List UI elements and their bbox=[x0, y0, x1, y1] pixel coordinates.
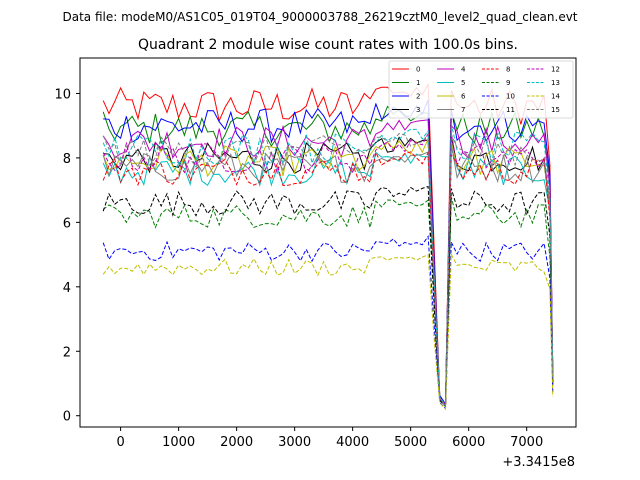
y-tick-label: 0 bbox=[63, 410, 71, 425]
legend-label-5: 5 bbox=[461, 79, 465, 87]
series-line-6 bbox=[102, 138, 554, 409]
legend-label-14: 14 bbox=[551, 93, 560, 101]
y-tick-label: 2 bbox=[63, 345, 71, 360]
x-tick-label: 6000 bbox=[452, 435, 485, 450]
x-tick-label: 5000 bbox=[394, 435, 427, 450]
x-tick-label: 0 bbox=[116, 435, 124, 450]
plot-frame bbox=[79, 57, 577, 428]
legend-label-7: 7 bbox=[461, 106, 465, 114]
legend-label-9: 9 bbox=[506, 79, 510, 87]
x-tick-label: 1000 bbox=[162, 435, 195, 450]
legend-label-10: 10 bbox=[506, 93, 515, 101]
x-tick-label: 2000 bbox=[220, 435, 253, 450]
legend-label-12: 12 bbox=[551, 66, 560, 74]
legend-label-0: 0 bbox=[416, 66, 420, 74]
legend-label-11: 11 bbox=[506, 106, 515, 114]
y-tick-label: 6 bbox=[63, 216, 71, 231]
series-line-13 bbox=[102, 123, 554, 408]
x-tick-label: 4000 bbox=[336, 435, 369, 450]
legend-label-1: 1 bbox=[416, 79, 420, 87]
x-tick-label: 7000 bbox=[510, 435, 543, 450]
x-offset-label: +3.3415e8 bbox=[502, 455, 575, 470]
x-axis-ticks: 0 1000 2000 3000 4000 5000 6000 7000 bbox=[116, 427, 543, 450]
series-line-9 bbox=[102, 196, 554, 408]
series-line-8 bbox=[102, 150, 554, 406]
series-lines bbox=[102, 82, 554, 411]
legend-label-6: 6 bbox=[461, 93, 466, 101]
series-line-10 bbox=[102, 234, 554, 410]
y-axis-ticks: 0 2 4 6 8 10 bbox=[54, 87, 80, 425]
x-tick-label: 3000 bbox=[278, 435, 311, 450]
y-tick-label: 10 bbox=[54, 87, 71, 102]
y-tick-label: 4 bbox=[63, 281, 71, 296]
y-tick-label: 8 bbox=[63, 152, 71, 167]
legend-label-3: 3 bbox=[416, 106, 420, 114]
legend-label-4: 4 bbox=[461, 66, 466, 74]
series-line-4 bbox=[102, 119, 554, 408]
legend-label-2: 2 bbox=[416, 93, 420, 101]
legend-label-8: 8 bbox=[506, 66, 510, 74]
series-line-2 bbox=[103, 99, 554, 406]
chart-suptitle: Data file: modeM0/AS1C05_019T04_90000037… bbox=[62, 10, 577, 24]
series-line-15 bbox=[102, 132, 554, 408]
legend-label-15: 15 bbox=[551, 106, 560, 114]
legend-label-13: 13 bbox=[551, 79, 560, 87]
chart-title: Quadrant 2 module wise count rates with … bbox=[138, 37, 518, 53]
series-line-11 bbox=[102, 185, 554, 407]
series-line-14 bbox=[102, 252, 554, 411]
legend-box bbox=[388, 60, 574, 119]
